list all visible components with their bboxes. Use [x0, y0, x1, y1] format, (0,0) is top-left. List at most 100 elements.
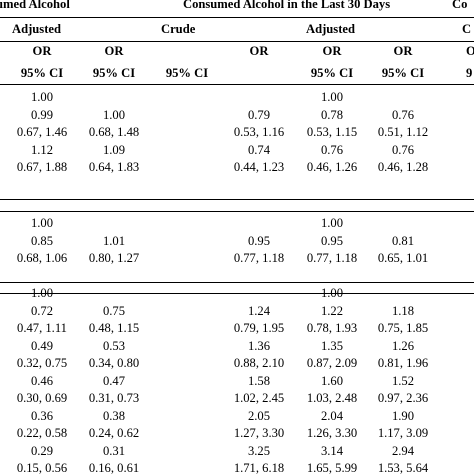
table-cell: 0.76	[320, 143, 344, 157]
table-cell: 0.78	[320, 108, 344, 122]
table-cell: 0.88, 2.10	[233, 356, 285, 370]
table-cell: 0.53	[102, 339, 126, 353]
table-cell: 0.72	[30, 304, 54, 318]
subheader-partial: C	[462, 22, 472, 36]
ci-label-2: 95% CI	[92, 66, 136, 80]
group-header-partial: Co	[452, 0, 468, 11]
or-label-4: OR	[322, 44, 342, 58]
header-rule-2	[0, 41, 474, 42]
table-cell: 1.36	[247, 339, 271, 353]
subheader-adjusted-mid: Adjusted	[306, 22, 355, 36]
table-cell: 1.00	[320, 216, 344, 230]
ci-label-3: 95% CI	[165, 66, 209, 80]
or-label-3: OR	[249, 44, 269, 58]
table-cell: 1.02, 2.45	[233, 391, 285, 405]
table-cell: 1.53, 5.64	[377, 461, 429, 475]
table-cell: 0.15, 0.56	[16, 461, 68, 475]
table-cell: 0.97, 2.36	[377, 391, 429, 405]
table-cell: 0.75	[102, 304, 126, 318]
table-cell: 0.77, 1.18	[306, 251, 358, 265]
table-cell: 0.36	[30, 409, 54, 423]
table-cell: 0.48, 1.15	[88, 321, 140, 335]
table-cell: 1.00	[30, 90, 54, 104]
header-rule-1	[0, 17, 474, 18]
table-cell: 2.04	[320, 409, 344, 423]
table-cell: 1.00	[30, 286, 54, 300]
table-cell: 1.12	[30, 143, 54, 157]
table-cell: 0.24, 0.62	[88, 426, 140, 440]
or-label-partial: O	[466, 44, 474, 58]
table-cell: 0.64, 1.83	[88, 160, 140, 174]
table-cell: 0.47, 1.11	[17, 321, 67, 335]
table-cell: 0.30, 0.69	[16, 391, 68, 405]
table-cell: 0.79, 1.95	[233, 321, 285, 335]
table-cell: 0.53, 1.16	[233, 125, 285, 139]
table-cell: 0.53, 1.15	[306, 125, 358, 139]
table-cell: 1.09	[102, 143, 126, 157]
table-cell: 0.81, 1.96	[377, 356, 429, 370]
table-cell: 2.05	[247, 409, 271, 423]
table-cell: 1.17, 3.09	[377, 426, 429, 440]
table-cell: 1.52	[391, 374, 415, 388]
table-cell: 1.65, 5.99	[306, 461, 358, 475]
table-cell: 0.47	[102, 374, 126, 388]
table-cell: 0.95	[247, 234, 271, 248]
table-cell: 0.85	[30, 234, 54, 248]
table-cell: 2.94	[391, 444, 415, 458]
table-cell: 0.46	[30, 374, 54, 388]
table-cell: 0.65, 1.01	[377, 251, 429, 265]
table-cell: 0.68, 1.06	[16, 251, 68, 265]
table-cell: 0.38	[102, 409, 126, 423]
section-rule-2a	[0, 282, 474, 283]
section-rule-1a	[0, 199, 474, 200]
table-cell: 0.34, 0.80	[88, 356, 140, 370]
table-cell: 0.29	[30, 444, 54, 458]
ci-label-partial: 9	[466, 66, 473, 80]
table-cell: 3.25	[247, 444, 271, 458]
or-label-1: OR	[32, 44, 52, 58]
table-cell: 1.01	[102, 234, 126, 248]
ci-label-4: 95% CI	[310, 66, 354, 80]
or-label-2: OR	[104, 44, 124, 58]
ci-label-1: 95% CI	[20, 66, 64, 80]
table-cell: 0.87, 2.09	[306, 356, 358, 370]
table-cell: 0.22, 0.58	[16, 426, 68, 440]
table-cell: 1.58	[247, 374, 271, 388]
table-cell: 1.00	[30, 216, 54, 230]
subheader-adjusted-left: Adjusted	[12, 22, 61, 36]
table-cell: 0.31	[102, 444, 126, 458]
table-cell: 1.24	[247, 304, 271, 318]
table-cell: 1.00	[320, 286, 344, 300]
table-cell: 1.22	[320, 304, 344, 318]
table-cell: 1.27, 3.30	[233, 426, 285, 440]
table-cell: 0.32, 0.75	[16, 356, 68, 370]
table-cell: 1.00	[102, 108, 126, 122]
table-cell: 0.49	[30, 339, 54, 353]
table-cell: 0.44, 1.23	[233, 160, 285, 174]
table-cell: 0.78, 1.93	[306, 321, 358, 335]
table-cell: 0.79	[247, 108, 271, 122]
table-cell: 1.35	[320, 339, 344, 353]
subheader-crude: Crude	[161, 22, 196, 36]
table-cell: 1.90	[391, 409, 415, 423]
table-cell: 1.00	[320, 90, 344, 104]
table-cell: 0.51, 1.12	[377, 125, 429, 139]
table-cell: 1.71, 6.18	[233, 461, 285, 475]
header-rule-bottom	[0, 84, 474, 85]
table-cell: 0.46, 1.28	[377, 160, 429, 174]
table-cell: 0.46, 1.26	[306, 160, 358, 174]
table-cell: 1.26	[391, 339, 415, 353]
table-cell: 0.99	[30, 108, 54, 122]
table-cell: 1.18	[391, 304, 415, 318]
table-cell: 0.77, 1.18	[233, 251, 285, 265]
table-cell: 0.76	[391, 108, 415, 122]
table-cell: 1.60	[320, 374, 344, 388]
table-cell: 0.16, 0.61	[88, 461, 140, 475]
group-header-last-30-days: Consumed Alcohol in the Last 30 Days	[183, 0, 391, 11]
section-rule-2b	[0, 293, 474, 294]
table-cell: 0.95	[320, 234, 344, 248]
table-cell: 0.67, 1.46	[16, 125, 68, 139]
section-rule-1b	[0, 211, 474, 212]
table-cell: 0.67, 1.88	[16, 160, 68, 174]
